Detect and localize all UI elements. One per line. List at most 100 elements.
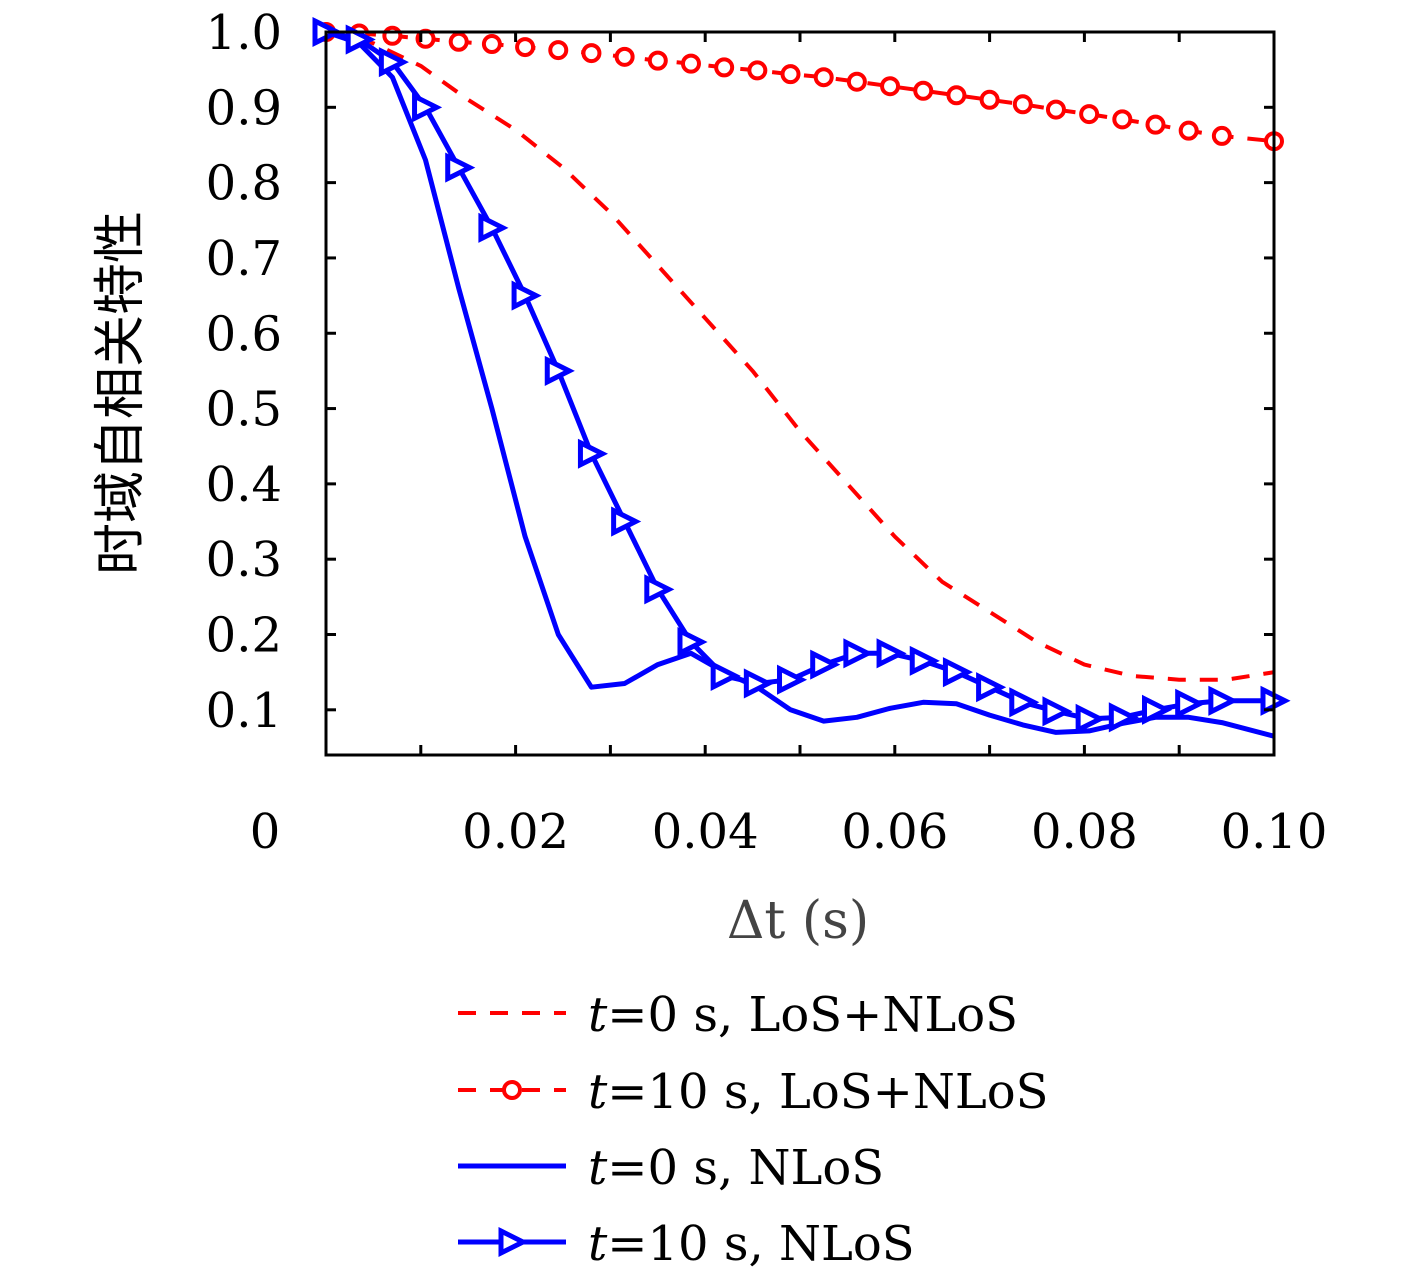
data-point [478, 212, 509, 243]
data-point [1108, 702, 1139, 733]
data-point [548, 40, 569, 61]
data-point [1012, 94, 1033, 115]
legend-label-text: =10 s, LoS+NLoS [607, 1064, 1048, 1120]
data-point [611, 506, 642, 537]
plot-frame [324, 30, 1276, 757]
y-tick-label: 0.4 [206, 457, 282, 513]
series-line [325, 30, 1275, 144]
data-point [777, 664, 808, 695]
x-axis-title: Δt (s) [727, 891, 869, 951]
legend-label: t=10 s, NLoS [588, 1216, 915, 1272]
data-point [1112, 109, 1133, 130]
legend-label-var: t [588, 1216, 608, 1272]
data-point [946, 85, 967, 106]
data-point [843, 638, 874, 669]
x-tick-label: 0.10 [1221, 804, 1328, 860]
data-point [909, 645, 940, 676]
data-point [481, 34, 502, 55]
legend-entry: t=10 s, LoS+NLoS [458, 1064, 1049, 1120]
legend-label: t=0 s, LoS+NLoS [588, 987, 1018, 1043]
x-tick-label: 0.06 [841, 804, 948, 860]
y-tick-label: 0.1 [206, 683, 282, 739]
legend-label-text: =0 s, NLoS [607, 1140, 884, 1196]
data-point [1075, 703, 1106, 734]
plot-area [312, 16, 1291, 739]
legend-label-text: =0 s, LoS+NLoS [607, 987, 1018, 1043]
series-line [325, 29, 1275, 739]
x-tick-label: 0.04 [652, 804, 759, 860]
data-point [1142, 694, 1173, 725]
series-3 [312, 16, 1291, 734]
legend-entry: t=0 s, LoS+NLoS [458, 987, 1018, 1043]
data-point [1208, 685, 1239, 716]
data-point [1145, 114, 1166, 135]
data-point [780, 64, 801, 85]
data-point [1045, 99, 1066, 120]
data-point [1009, 687, 1040, 718]
series-line [325, 30, 1275, 682]
legend-label-var: t [588, 1064, 608, 1120]
data-point [448, 31, 469, 52]
series-2 [325, 29, 1275, 739]
y-tick-label: 0.9 [206, 80, 282, 136]
data-point [515, 37, 536, 58]
data-point [511, 280, 542, 311]
y-tick-label: 0.3 [206, 532, 282, 588]
data-point [644, 574, 675, 605]
data-point [544, 355, 575, 386]
y-tick-label: 1.0 [206, 5, 282, 61]
data-point [1211, 125, 1232, 146]
data-point [913, 80, 934, 101]
data-point [1178, 120, 1199, 141]
legend-label-var: t [588, 1140, 608, 1196]
data-point [614, 46, 635, 67]
legend-label: t=0 s, NLoS [588, 1140, 884, 1196]
y-axis-title: 时域自相关特性 [91, 211, 151, 575]
y-tick-label: 0.7 [206, 231, 282, 287]
y-tick-label: 0.2 [206, 608, 282, 664]
data-point [813, 67, 834, 88]
y-axis: 0.1 0.2 0.3 0.4 0.5 0.6 0.7 0.8 0.9 1.0 [206, 5, 1274, 739]
y-tick-label: 0.5 [206, 382, 282, 438]
data-point [412, 92, 443, 123]
data-point [880, 76, 901, 97]
data-point [378, 47, 409, 78]
legend-entry: t=0 s, NLoS [458, 1140, 884, 1196]
data-point [647, 50, 668, 71]
x-tick-label: 0.08 [1031, 804, 1138, 860]
series-0 [325, 30, 1275, 682]
data-point [1079, 104, 1100, 125]
legend-label-text: =10 s, NLoS [607, 1216, 914, 1272]
legend-entry: t=10 s, NLoS [458, 1216, 915, 1272]
data-point [846, 71, 867, 92]
data-point [498, 1226, 529, 1258]
data-point [876, 638, 907, 669]
data-point [714, 57, 735, 78]
data-point [680, 53, 701, 74]
data-point [445, 152, 476, 183]
y-tick-label: 0.8 [206, 156, 282, 212]
x-tick-label: 0 [250, 804, 281, 860]
x-axis: 0 0.02 0.04 0.06 0.08 0.10 [250, 32, 1328, 860]
data-point [747, 60, 768, 81]
series-line [325, 29, 1274, 722]
data-point [502, 1080, 522, 1100]
data-point [345, 24, 376, 55]
data-point [382, 25, 403, 46]
legend-label-var: t [588, 987, 608, 1043]
data-point [942, 657, 974, 688]
data-point [810, 649, 841, 680]
y-tick-label: 0.6 [206, 306, 282, 362]
data-point [1042, 696, 1073, 727]
data-point [710, 660, 741, 691]
data-point [581, 43, 602, 64]
data-point [979, 89, 1000, 110]
data-point [577, 438, 609, 469]
data-point [976, 672, 1007, 703]
data-point [743, 668, 774, 699]
series-1 [316, 22, 1284, 152]
data-point [677, 626, 708, 658]
data-point [1175, 688, 1206, 719]
